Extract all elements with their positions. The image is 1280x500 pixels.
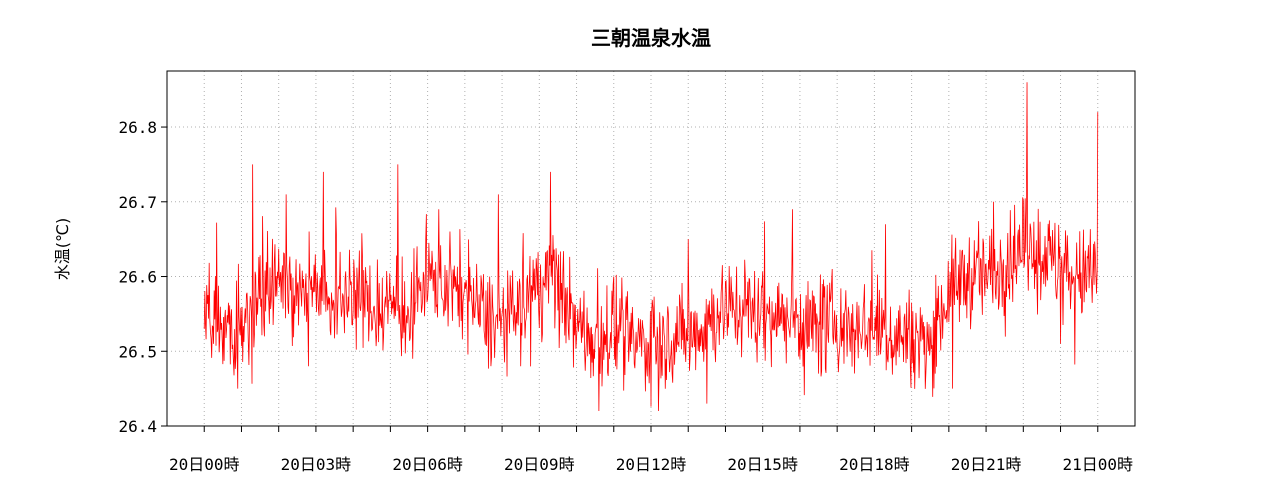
- series-line-water-temperature: [203, 82, 1099, 412]
- y-tick-label: 26.7: [118, 193, 157, 212]
- series-layer: [203, 82, 1099, 412]
- x-tick-label: 20日00時: [169, 455, 240, 474]
- x-tick-label: 20日03時: [281, 455, 352, 474]
- x-tick-label: 20日21時: [951, 455, 1022, 474]
- y-axis-label: 水温(℃): [53, 218, 72, 280]
- axis-layer: 26.4 26.5 26.6 26.7 26.8 20日00時 20日03時 20日06時 20…: [118, 118, 1133, 474]
- x-tick-label: 20日06時: [392, 455, 463, 474]
- x-tick-label: 20日12時: [616, 455, 687, 474]
- x-tick-label: 20日09時: [504, 455, 575, 474]
- x-tick-label: 21日00時: [1062, 455, 1133, 474]
- x-tick-label: 20日18時: [839, 455, 910, 474]
- y-tick-label: 26.6: [118, 268, 157, 287]
- y-tick-label: 26.4: [118, 417, 157, 436]
- y-tick-label: 26.8: [118, 118, 157, 137]
- x-tick-label: 20日15時: [727, 455, 798, 474]
- y-tick-label: 26.5: [118, 342, 157, 361]
- chart-title: 三朝温泉水温: [591, 26, 711, 50]
